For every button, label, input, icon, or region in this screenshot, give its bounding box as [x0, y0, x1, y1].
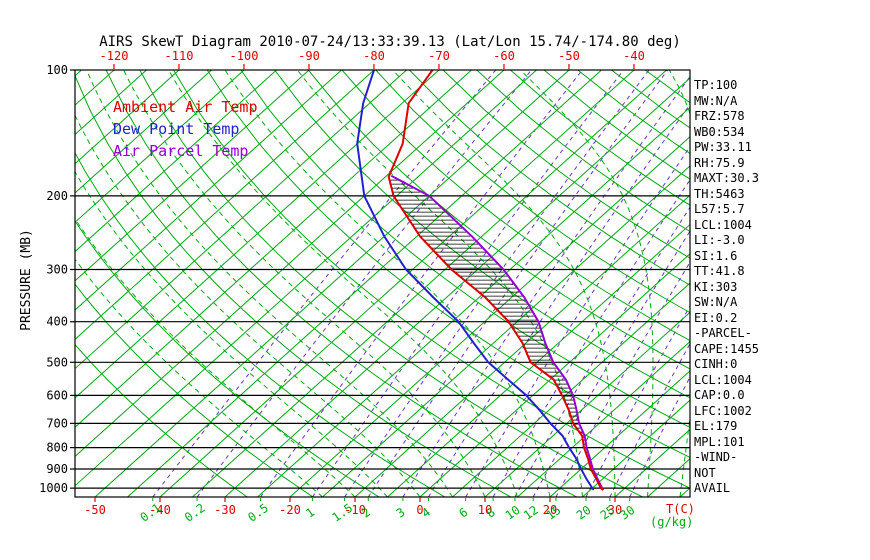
svg-text:-110: -110 — [165, 49, 194, 63]
stat-line: CAP:0.0 — [694, 388, 745, 402]
svg-text:3: 3 — [394, 505, 408, 521]
stat-line: -PARCEL- — [694, 326, 752, 340]
stat-line: SW:N/A — [694, 295, 738, 309]
stat-line: EL:179 — [694, 419, 738, 433]
svg-text:8: 8 — [484, 505, 498, 521]
pressure-axis-label: PRESSURE (MB) — [19, 229, 34, 331]
svg-text:-10: -10 — [344, 503, 366, 517]
legend-ambient-air-temp: Ambient Air Temp — [113, 98, 258, 116]
moist-adiabats — [75, 70, 690, 497]
svg-text:100: 100 — [46, 63, 68, 77]
svg-text:-40: -40 — [623, 49, 645, 63]
xlabel-temp: T(C) — [666, 502, 695, 516]
svg-text:800: 800 — [46, 441, 68, 455]
chart-title: AIRS SkewT Diagram 2010-07-24/13:33:39.1… — [99, 34, 681, 50]
svg-text:6: 6 — [456, 505, 470, 521]
xlabel-mixing: (g/kg) — [650, 515, 693, 529]
stat-line: CINH:0 — [694, 357, 738, 371]
svg-text:-40: -40 — [149, 503, 171, 517]
stat-line: SI:1.6 — [694, 248, 738, 263]
svg-text:300: 300 — [46, 263, 68, 277]
svg-text:-50: -50 — [84, 503, 106, 517]
svg-text:-70: -70 — [428, 49, 450, 63]
dry-adiabats — [75, 70, 690, 497]
svg-text:-100: -100 — [230, 49, 259, 63]
stat-line: FRZ:578 — [694, 109, 745, 123]
stat-line: TH:5463 — [694, 186, 745, 201]
stat-line: MAXT:30.3 — [694, 171, 760, 185]
stat-line: EI:0.2 — [694, 310, 738, 325]
svg-text:0: 0 — [416, 503, 423, 517]
svg-text:-20: -20 — [279, 503, 301, 517]
svg-text:1: 1 — [303, 505, 317, 521]
stats-panel: TP:100 MW:N/A FRZ:578 WB0:534 PW:33.11 RH:75.… — [694, 78, 759, 497]
svg-text:-90: -90 — [298, 49, 320, 63]
stat-line: KI:303 — [694, 279, 738, 294]
svg-text:1000: 1000 — [39, 481, 68, 495]
stat-line: TP:100 — [694, 78, 738, 92]
svg-text:-80: -80 — [363, 49, 385, 63]
series-air-parcel-temp — [390, 174, 605, 491]
series-dew-point-temp — [356, 70, 595, 491]
svg-text:-120: -120 — [100, 49, 129, 63]
stat-line: CAPE:1455 — [694, 341, 760, 356]
stat-line: MPL:101 — [694, 434, 745, 449]
svg-text:-60: -60 — [493, 49, 515, 63]
svg-text:200: 200 — [46, 189, 68, 203]
svg-text:500: 500 — [46, 355, 68, 369]
stat-line: MW:N/A — [694, 93, 738, 108]
svg-text:400: 400 — [46, 315, 68, 329]
svg-text:0.2: 0.2 — [182, 501, 208, 525]
stat-line: LFC:1002 — [694, 403, 752, 418]
plot-frame — [74, 69, 691, 498]
cape-hatch — [389, 179, 603, 489]
svg-text:-30: -30 — [214, 503, 236, 517]
stat-line: LCL:1004 — [694, 217, 752, 232]
svg-text:20: 20 — [543, 503, 557, 517]
stat-line: RH:75.9 — [694, 155, 745, 170]
stat-line: LCL:1004 — [694, 372, 752, 387]
svg-text:25: 25 — [598, 503, 618, 523]
stat-line: PW:33.11 — [694, 140, 752, 154]
svg-text:12: 12 — [521, 503, 541, 523]
stat-line: NOT — [694, 465, 716, 480]
stat-line: TT:41.8 — [694, 264, 745, 278]
svg-text:-50: -50 — [558, 49, 580, 63]
svg-text:15: 15 — [544, 503, 564, 523]
svg-text:30: 30 — [608, 503, 622, 517]
legend: Ambient Air Temp Dew Point Temp Air Parc… — [113, 96, 258, 162]
svg-text:0.5: 0.5 — [245, 501, 271, 525]
svg-text:900: 900 — [46, 462, 68, 476]
stat-line: L57:5.7 — [694, 202, 745, 216]
stat-line: -WIND- — [694, 450, 738, 464]
svg-text:10: 10 — [503, 503, 523, 523]
stat-line: AVAIL — [694, 481, 731, 495]
svg-text:30: 30 — [618, 503, 638, 523]
svg-text:10: 10 — [478, 503, 492, 517]
pressure-lines — [75, 195, 690, 489]
legend-dew-point-temp: Dew Point Temp — [113, 120, 240, 138]
stat-line: LI:-3.0 — [694, 233, 745, 247]
svg-text:20: 20 — [574, 503, 594, 523]
svg-text:700: 700 — [46, 416, 68, 430]
svg-text:600: 600 — [46, 388, 68, 402]
svg-text:2: 2 — [359, 505, 373, 521]
mixing-ratio-lines — [152, 70, 690, 497]
legend-air-parcel-temp: Air Parcel Temp — [113, 142, 249, 160]
stat-line: WB0:534 — [694, 124, 745, 139]
svg-text:4: 4 — [419, 505, 433, 521]
series-ambient-air-temp — [387, 70, 604, 491]
